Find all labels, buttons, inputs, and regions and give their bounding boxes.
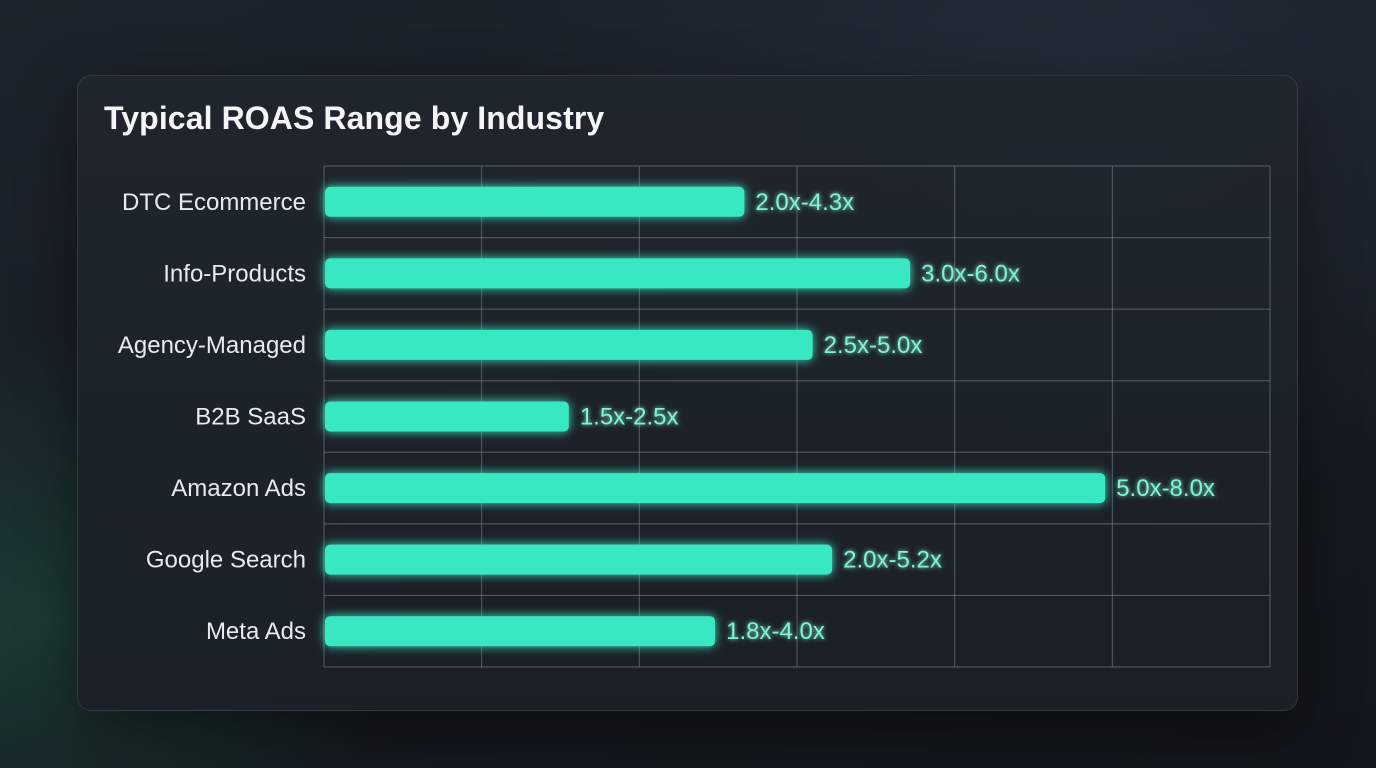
value-label: 5.0x-8.0x	[1116, 475, 1215, 502]
bar	[325, 186, 745, 217]
value-label: 1.8x-4.0x	[726, 618, 825, 645]
category-label: Meta Ads	[206, 618, 306, 645]
bar	[325, 329, 813, 360]
category-label: B2B SaaS	[195, 404, 306, 431]
value-label: 3.0x-6.0x	[921, 260, 1020, 287]
bar	[325, 616, 716, 647]
grid	[323, 165, 1271, 668]
category-label: Google Search	[146, 547, 306, 574]
bars	[325, 186, 1106, 647]
category-label: Agency-Managed	[118, 332, 306, 359]
value-label: 2.0x-5.2x	[843, 547, 942, 574]
category-label: DTC Ecommerce	[122, 189, 306, 216]
value-label: 2.5x-5.0x	[824, 332, 923, 359]
value-label: 1.5x-2.5x	[580, 404, 679, 431]
labels: DTC Ecommerce 2.0x-4.3x Info-Products 3.0x-…	[118, 189, 1215, 645]
chart-card	[77, 75, 1298, 711]
value-label: 2.0x-4.3x	[755, 189, 854, 216]
bar	[325, 473, 1106, 504]
bar	[325, 401, 569, 432]
chart-title: Typical ROAS Range by Industry	[104, 100, 605, 136]
category-label: Amazon Ads	[171, 475, 306, 502]
category-label: Info-Products	[163, 260, 306, 287]
bar	[325, 544, 833, 575]
bar	[325, 258, 911, 289]
